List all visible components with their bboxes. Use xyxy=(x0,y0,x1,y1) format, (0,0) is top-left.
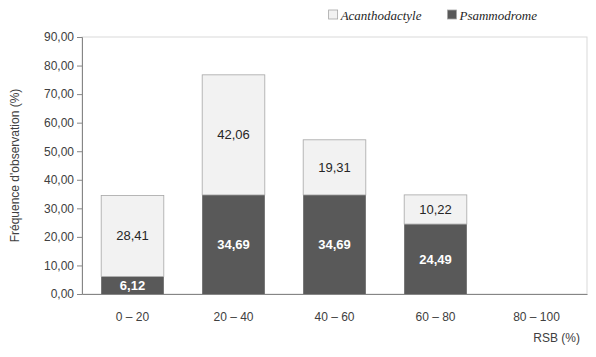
y-tick: 70,00 xyxy=(44,87,82,101)
y-axis: 0,00 10,00 20,00 30,00 40,00 50,00 60,00 70,00 8… xyxy=(44,30,83,301)
data-label: 19,31 xyxy=(318,160,351,175)
x-tick: 20 – 40 xyxy=(213,294,253,324)
bar-segment xyxy=(404,224,467,294)
x-tick-label: 0 – 20 xyxy=(116,310,150,324)
y-axis-line xyxy=(77,38,83,295)
y-tick-mark xyxy=(77,294,82,295)
y-tick-label: 70,00 xyxy=(44,87,74,101)
bar-segment xyxy=(202,75,265,195)
data-labels: 6,12 34,69 34,69 24,49 28,41 42,06 19,31 10,22 xyxy=(116,127,452,292)
y-tick-mark xyxy=(77,66,82,67)
x-tick: 0 – 20 xyxy=(116,294,150,324)
x-tick: 40 – 60 xyxy=(314,294,354,324)
chart: 6,12 34,69 34,69 24,49 28,41 42,06 19,31 10,22 0… xyxy=(0,0,596,357)
x-tick-label: 40 – 60 xyxy=(314,310,354,324)
bar-segment xyxy=(303,140,366,195)
legend-swatch xyxy=(329,10,338,19)
bar-segment xyxy=(101,277,164,294)
x-axis-title: RSB (%) xyxy=(533,331,580,345)
y-tick: 0,00 xyxy=(51,287,82,301)
bars xyxy=(101,75,467,294)
bar-segment xyxy=(303,195,366,294)
legend-label: Psammodrome xyxy=(458,8,537,23)
legend-item: Acanthodactyle xyxy=(329,8,422,23)
data-label: 42,06 xyxy=(217,127,250,142)
data-label: 24,49 xyxy=(419,252,452,267)
y-tick: 40,00 xyxy=(44,173,82,187)
plot-frame xyxy=(82,37,587,294)
y-axis-title: Fréquence d'observation (%) xyxy=(8,89,22,243)
data-label: 34,69 xyxy=(217,237,250,252)
y-tick: 50,00 xyxy=(44,145,82,159)
y-tick: 10,00 xyxy=(44,259,82,273)
y-tick-mark xyxy=(77,151,82,152)
bar-segment xyxy=(202,195,265,294)
data-label: 6,12 xyxy=(120,278,145,293)
y-tick: 20,00 xyxy=(44,230,82,244)
y-tick: 30,00 xyxy=(44,202,82,216)
x-tick-label: 80 – 100 xyxy=(513,310,560,324)
x-tick-label: 20 – 40 xyxy=(213,310,253,324)
data-label: 28,41 xyxy=(116,228,149,243)
legend-label: Acanthodactyle xyxy=(340,8,422,23)
data-label: 34,69 xyxy=(318,237,351,252)
y-tick-label: 10,00 xyxy=(44,259,74,273)
y-tick-label: 50,00 xyxy=(44,145,74,159)
y-tick-label: 30,00 xyxy=(44,202,74,216)
y-tick-label: 40,00 xyxy=(44,173,74,187)
bar-segment xyxy=(101,195,164,276)
y-tick-label: 60,00 xyxy=(44,116,74,130)
x-tick: 80 – 100 xyxy=(513,294,560,324)
y-tick: 60,00 xyxy=(44,116,82,130)
x-axis: 0 – 20 20 – 40 40 – 60 60 – 80 80 – 100 xyxy=(83,294,588,324)
y-tick-mark xyxy=(77,265,82,266)
y-tick-mark xyxy=(77,94,82,95)
legend: Acanthodactyle Psammodrome xyxy=(329,8,538,23)
bar-segment xyxy=(404,195,467,224)
y-tick-mark xyxy=(77,123,82,124)
x-axis-line xyxy=(83,294,588,295)
legend-swatch xyxy=(447,10,456,19)
y-tick-label: 80,00 xyxy=(44,59,74,73)
y-tick-label: 20,00 xyxy=(44,230,74,244)
data-label: 10,22 xyxy=(419,202,452,217)
y-tick: 90,00 xyxy=(44,30,82,44)
x-tick-label: 60 – 80 xyxy=(415,310,455,324)
y-tick-label: 0,00 xyxy=(51,287,75,301)
y-tick-mark xyxy=(77,180,82,181)
y-tick: 80,00 xyxy=(44,59,82,73)
y-tick-mark xyxy=(77,237,82,238)
x-tick: 60 – 80 xyxy=(415,294,455,324)
y-tick-label: 90,00 xyxy=(44,30,74,44)
y-tick-mark xyxy=(77,208,82,209)
y-tick-mark xyxy=(77,37,82,38)
legend-item: Psammodrome xyxy=(447,8,537,23)
